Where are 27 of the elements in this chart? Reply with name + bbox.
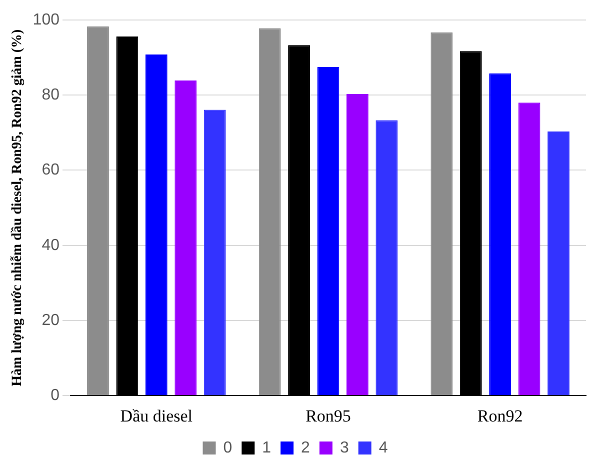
legend-label: 1 — [262, 439, 272, 456]
bar — [430, 32, 453, 396]
y-tick-label: 80 — [42, 86, 60, 104]
x-tick-label: Ron92 — [477, 406, 523, 426]
y-tick-label: 100 — [32, 11, 60, 28]
legend-label: 0 — [223, 439, 232, 456]
bar — [174, 80, 197, 396]
bar — [258, 28, 281, 396]
bar — [376, 120, 398, 396]
legend-label: 2 — [301, 439, 310, 456]
legend-label: 4 — [378, 439, 388, 456]
bar — [145, 54, 168, 396]
x-tick-label: Ron95 — [306, 406, 351, 426]
y-tick-label: 0 — [50, 387, 60, 404]
bar — [346, 94, 368, 396]
legend-label: 3 — [340, 439, 349, 456]
bar — [317, 66, 340, 396]
y-axis-title: Hàm lượng nước nhiễm dầu diesel, Ron95, Ron92 giảm (%) — [10, 28, 26, 386]
y-tick-label: 20 — [42, 312, 60, 329]
bar — [518, 102, 540, 396]
x-tick-label: Dầu diesel — [120, 406, 193, 426]
y-tick-label: 40 — [42, 236, 60, 254]
y-tick-label: 60 — [42, 162, 60, 179]
bar — [489, 73, 512, 396]
bar — [548, 132, 570, 396]
bar — [204, 110, 226, 396]
bar — [87, 26, 109, 396]
